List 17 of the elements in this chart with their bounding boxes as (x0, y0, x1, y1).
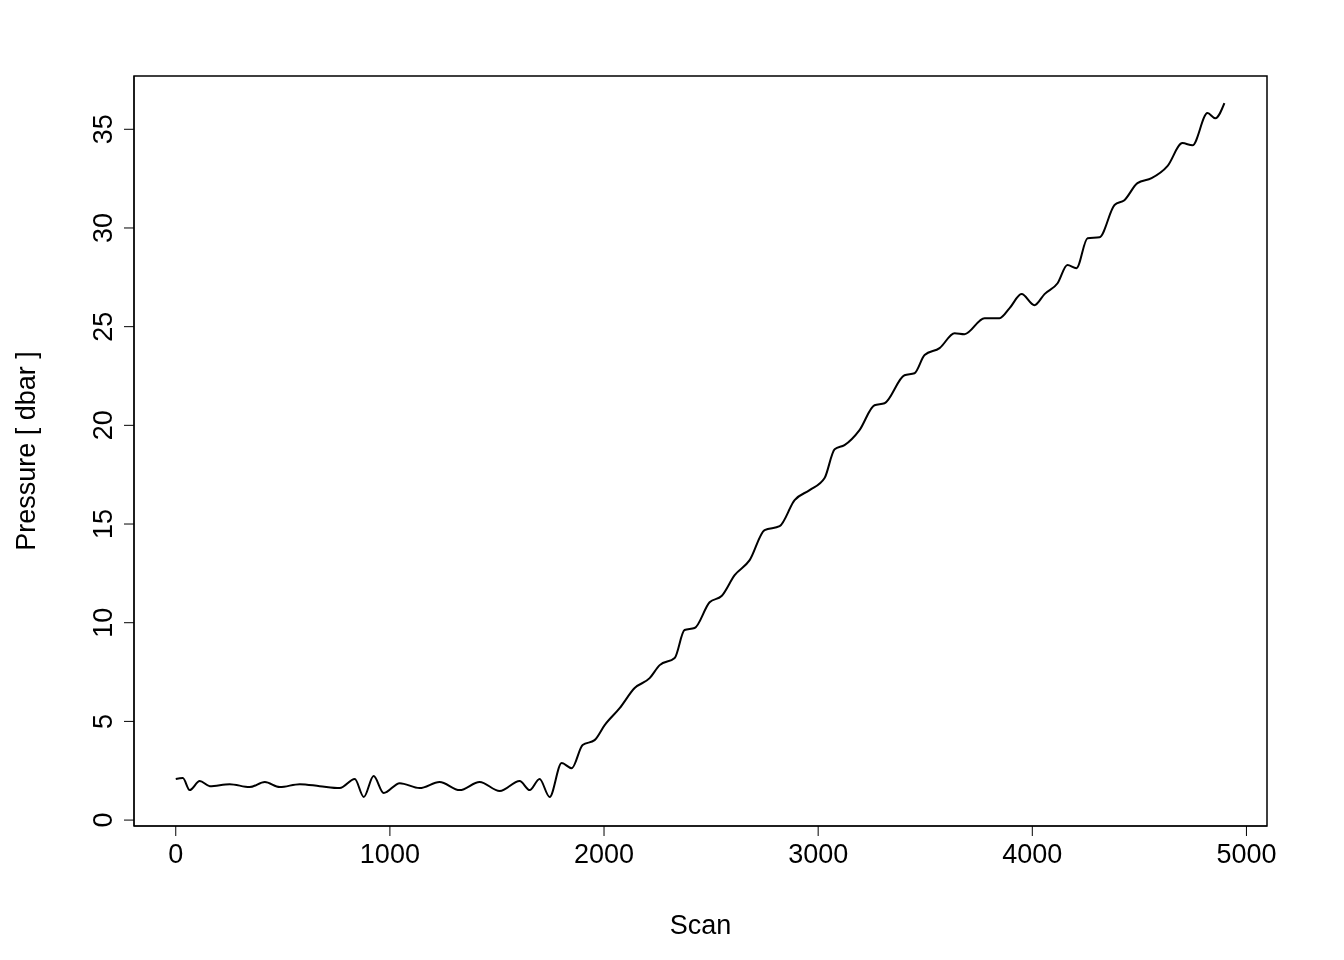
x-tick-label: 0 (168, 839, 184, 870)
x-axis-title: Scan (669, 910, 732, 940)
x-tick-label: 1000 (359, 839, 420, 870)
x-tick-label: 4000 (1002, 839, 1063, 870)
y-tick-label: 30 (88, 212, 118, 243)
y-tick-label: 25 (88, 311, 118, 342)
x-tick-label: 5000 (1216, 839, 1277, 870)
y-tick-label: 10 (88, 607, 118, 638)
line-series (174, 102, 1226, 798)
y-tick-label: 20 (88, 410, 118, 441)
y-tick-label: 35 (88, 114, 118, 145)
x-tick-label: 2000 (573, 839, 635, 870)
x-tick-label: 3000 (788, 839, 849, 870)
y-tick-label: 0 (88, 812, 118, 828)
y-axis-title: Pressure [ dbar ] (10, 351, 41, 551)
y-tick-label: 5 (88, 713, 118, 729)
y-tick-label: 15 (88, 509, 118, 540)
